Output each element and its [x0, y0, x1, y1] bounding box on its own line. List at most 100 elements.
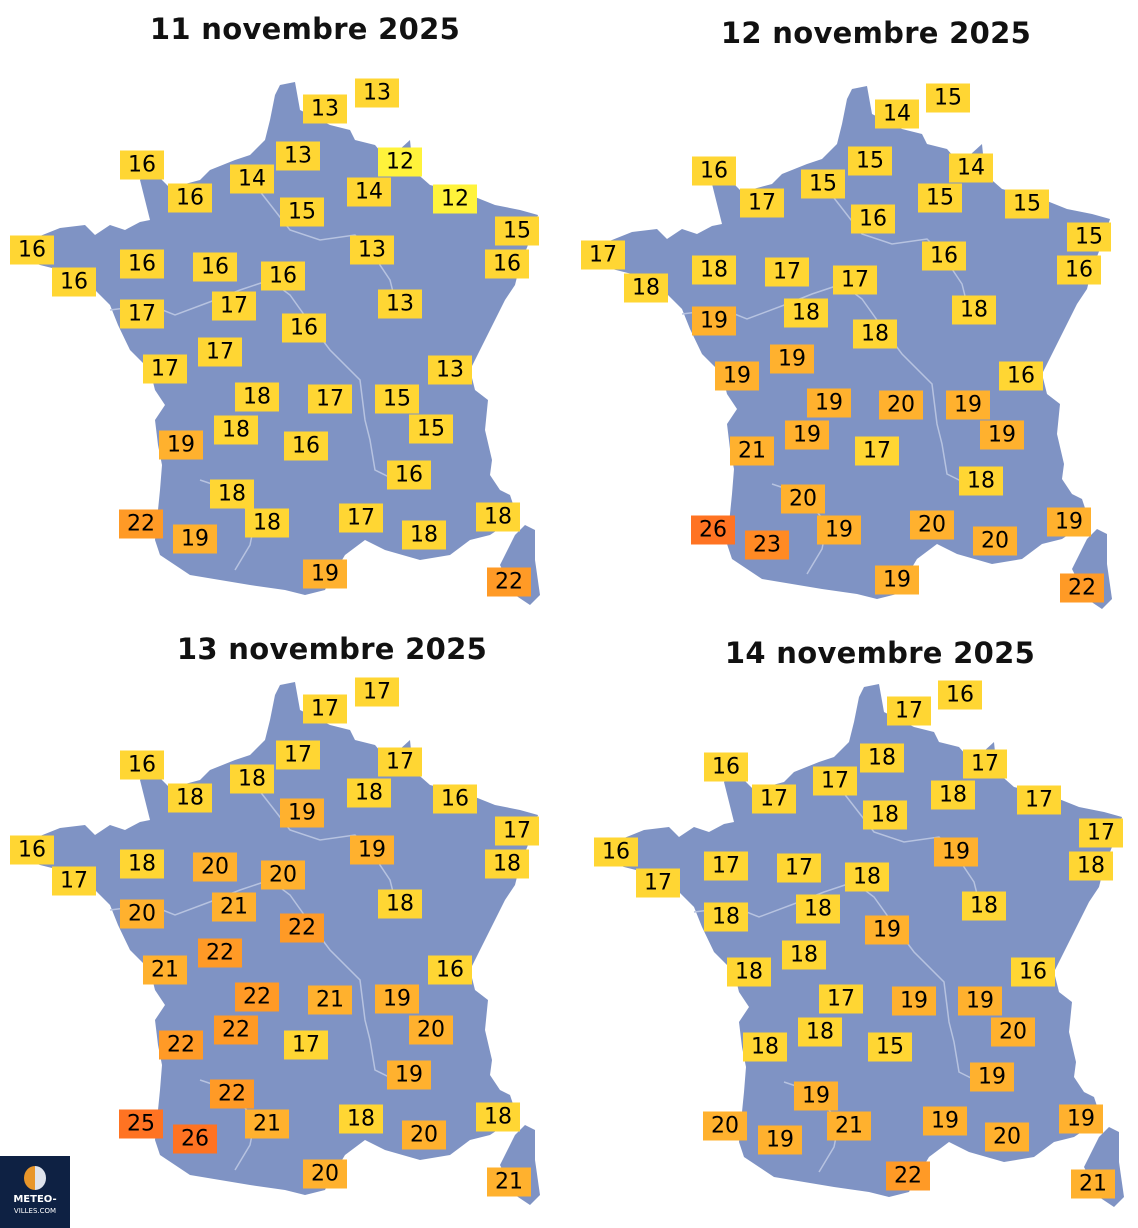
- temperature-label: 22: [487, 567, 531, 597]
- temperature-label: 20: [991, 1017, 1035, 1047]
- temperature-label: 26: [173, 1124, 217, 1154]
- temperature-label: 15: [409, 414, 453, 444]
- temperature-label: 20: [781, 484, 825, 514]
- temperature-label: 15: [1005, 189, 1049, 219]
- temperature-label: 18: [931, 780, 975, 810]
- temperature-label: 17: [339, 503, 383, 533]
- temperature-label: 17: [120, 299, 164, 329]
- temperature-label: 16: [922, 241, 966, 271]
- temperature-label: 18: [959, 466, 1003, 496]
- temperature-label: 17: [740, 188, 784, 218]
- temperature-label: 13: [276, 141, 320, 171]
- temperature-label: 17: [308, 384, 352, 414]
- temperature-label: 17: [704, 851, 748, 881]
- temperature-label: 19: [807, 388, 851, 418]
- temperature-label: 13: [355, 78, 399, 108]
- temperature-label: 19: [934, 837, 978, 867]
- temperature-label: 19: [770, 344, 814, 374]
- temperature-label: 18: [168, 783, 212, 813]
- temperature-label: 17: [813, 766, 857, 796]
- temperature-label: 21: [1071, 1169, 1115, 1199]
- temperature-label: 17: [1079, 818, 1123, 848]
- temperature-label: 18: [798, 1017, 842, 1047]
- temperature-label: 17: [143, 354, 187, 384]
- temperature-label: 18: [845, 862, 889, 892]
- temperature-label: 19: [980, 420, 1024, 450]
- temperature-label: 17: [1017, 785, 1061, 815]
- temperature-label: 18: [743, 1032, 787, 1062]
- temperature-label: 19: [892, 986, 936, 1016]
- temperature-label: 14: [949, 153, 993, 183]
- river-line: [693, 881, 980, 1083]
- temperature-label: 22: [235, 982, 279, 1012]
- temperature-label: 18: [692, 255, 736, 285]
- temperature-label: 15: [926, 83, 970, 113]
- temperature-label: 18: [784, 298, 828, 328]
- temperature-label: 19: [173, 524, 217, 554]
- map-title-day-3: 13 novembre 2025: [176, 632, 488, 666]
- temperature-label: 22: [886, 1161, 930, 1191]
- temperature-label: 18: [796, 894, 840, 924]
- temperature-label: 17: [963, 749, 1007, 779]
- temperature-label: 18: [214, 415, 258, 445]
- temperature-label: 13: [378, 289, 422, 319]
- temperature-label: 20: [193, 852, 237, 882]
- temperature-label: 17: [777, 853, 821, 883]
- temperature-label: 16: [692, 156, 736, 186]
- temperature-label: 18: [210, 479, 254, 509]
- temperature-label: 19: [865, 915, 909, 945]
- temperature-label: 16: [938, 680, 982, 710]
- temperature-label: 17: [52, 866, 96, 896]
- temperature-label: 19: [1059, 1104, 1103, 1134]
- temperature-label: 20: [402, 1120, 446, 1150]
- temperature-label: 18: [402, 520, 446, 550]
- temperature-label: 17: [212, 291, 256, 321]
- temperature-label: 14: [875, 99, 919, 129]
- temperature-label: 19: [946, 390, 990, 420]
- temperature-label: 20: [409, 1015, 453, 1045]
- temperature-label: 16: [10, 235, 54, 265]
- temperature-label: 17: [284, 1030, 328, 1060]
- temperature-label: 18: [782, 940, 826, 970]
- temperature-label: 20: [261, 860, 305, 890]
- temperature-label: 17: [636, 868, 680, 898]
- temperature-label: 19: [970, 1062, 1014, 1092]
- temperature-label: 22: [280, 913, 324, 943]
- river-line: [826, 188, 968, 305]
- temperature-label: 23: [745, 530, 789, 560]
- temperature-label: 20: [910, 510, 954, 540]
- temperature-label: 18: [853, 319, 897, 349]
- temperature-label: 21: [212, 892, 256, 922]
- temperature-label: 16: [193, 252, 237, 282]
- map-title-day-1: 11 novembre 2025: [149, 12, 461, 46]
- temperature-label: 16: [999, 361, 1043, 391]
- temperature-label: 18: [120, 849, 164, 879]
- temperature-label: 17: [198, 337, 242, 367]
- temperature-label: 22: [119, 509, 163, 539]
- temperature-label: 17: [495, 816, 539, 846]
- temperature-label: 12: [433, 184, 477, 214]
- river-line: [254, 784, 396, 901]
- temperature-label: 19: [387, 1060, 431, 1090]
- temperature-label: 18: [476, 502, 520, 532]
- temperature-label: 18: [245, 508, 289, 538]
- map-title-day-4: 14 novembre 2025: [724, 636, 1036, 670]
- temperature-label: 19: [303, 559, 347, 589]
- temperature-label: 16: [428, 955, 472, 985]
- temperature-label: 16: [851, 204, 895, 234]
- temperature-label: 19: [692, 306, 736, 336]
- temperature-label: 19: [159, 430, 203, 460]
- temperature-label: 22: [214, 1015, 258, 1045]
- temperature-label: 18: [962, 891, 1006, 921]
- logo-line-2: VILLES.COM: [13, 1207, 57, 1215]
- temperature-label: 22: [1060, 573, 1104, 603]
- temperature-label: 16: [485, 249, 529, 279]
- temperature-label: 18: [727, 957, 771, 987]
- temperature-label: 20: [303, 1159, 347, 1189]
- temperature-label: 17: [355, 677, 399, 707]
- temperature-label: 18: [485, 849, 529, 879]
- temperature-label: 15: [280, 197, 324, 227]
- temperature-label: 18: [863, 800, 907, 830]
- temperature-label: 25: [119, 1109, 163, 1139]
